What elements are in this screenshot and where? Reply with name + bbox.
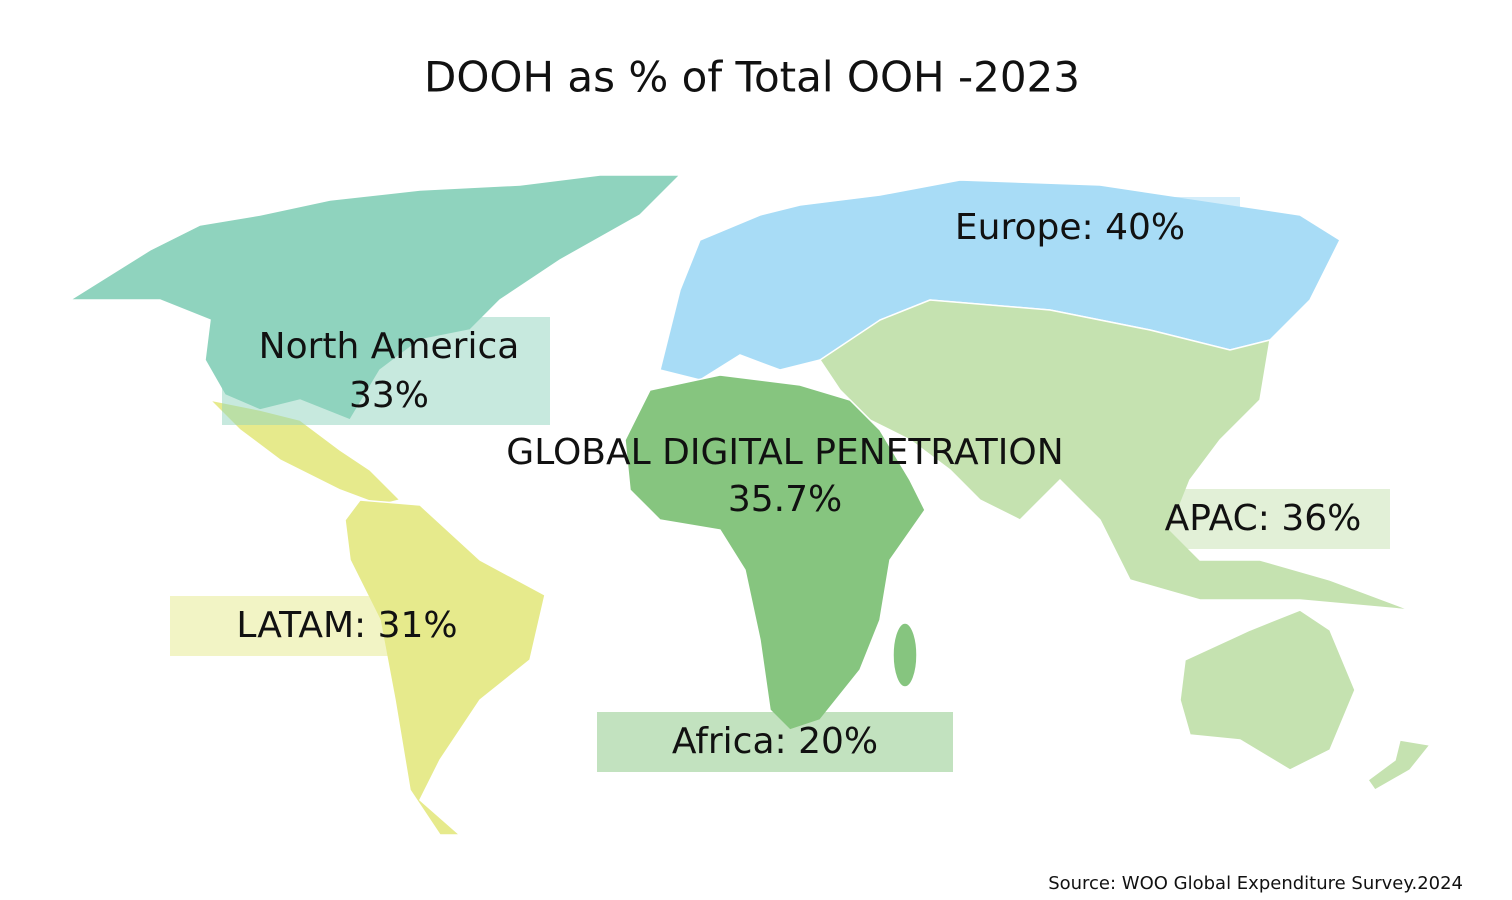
global-value: 35.7% <box>728 479 842 520</box>
global-label: GLOBAL DIGITAL PENETRATION <box>506 432 1063 473</box>
region-label: APAC: 36% <box>1165 498 1362 539</box>
africa-shape <box>624 374 926 731</box>
region-value: 33% <box>349 375 429 416</box>
asia-shape <box>818 299 1411 611</box>
madagascar-shape <box>892 622 918 688</box>
label-box <box>597 712 953 772</box>
australia-shape <box>1179 609 1356 771</box>
region-label: LATAM: 31% <box>236 605 457 646</box>
region-label: Europe: 40% <box>955 207 1185 248</box>
new-zealand-shape <box>1366 739 1432 791</box>
source-note: Source: WOO Global Expenditure Survey.20… <box>1048 873 1463 894</box>
title: DOOH as % of Total OOH -2023 <box>424 53 1080 102</box>
label-box <box>222 317 550 425</box>
south-america-shape <box>344 499 546 836</box>
label-box <box>900 197 1240 261</box>
region-label: North America <box>259 326 520 367</box>
label-box <box>1155 489 1390 549</box>
region-label: Africa: 20% <box>672 721 878 762</box>
label-box <box>170 596 460 656</box>
